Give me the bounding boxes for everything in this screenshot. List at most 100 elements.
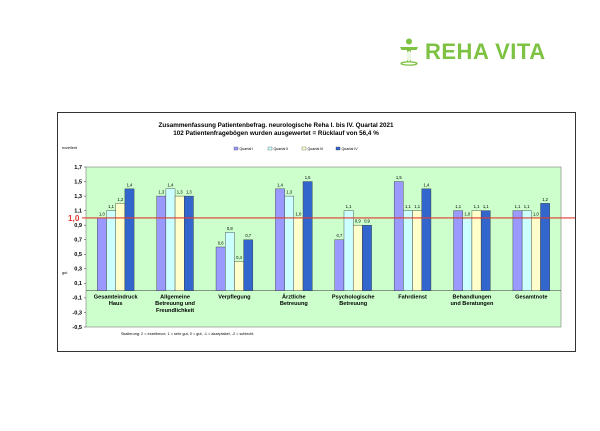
bar: [540, 203, 550, 291]
legend-swatch: [233, 146, 239, 151]
bar: [234, 261, 244, 291]
bar: [471, 210, 482, 291]
category-label: Gesamteindruck: [94, 295, 139, 301]
bar-value-label: 1,1: [405, 204, 411, 209]
bar: [225, 232, 235, 291]
bar-value-label: 1,5: [396, 175, 402, 180]
category-label: Betreuung: [280, 301, 309, 307]
legend-label: Quartal II: [274, 147, 289, 151]
legend-swatch: [301, 146, 307, 151]
bar-value-label: 1,4: [127, 182, 133, 187]
bar-value-label: 0,7: [245, 233, 251, 238]
category-label: Gesamtnote: [515, 295, 547, 301]
y-tick-label: 1,7: [74, 165, 82, 171]
y-tick-label: 0,9: [74, 223, 82, 229]
category-label: Behandlungen: [453, 295, 492, 301]
bar: [293, 217, 304, 291]
legend-swatch: [267, 146, 273, 151]
category-label: Fahrdienst: [398, 295, 427, 301]
scale-note: Skalierung: 2 = exzellence, 1 = sehr gut…: [121, 332, 254, 336]
y-tick-label: 0,7: [74, 238, 82, 244]
bar-value-label: 1,0: [533, 211, 539, 216]
bar: [284, 195, 295, 291]
plot-area: 1,7 1,5 1,3 1,1 0,9 0,7 0,5 0,3 0,1 -0,1 -0,3 -0,5 1…: [68, 165, 575, 331]
bar-value-label: 1,1: [474, 204, 480, 209]
y-tick-label: -0,5: [72, 325, 82, 331]
bar-value-label: 0,6: [218, 241, 224, 246]
bar: [124, 188, 135, 291]
bar: [115, 203, 126, 291]
bar-value-label: 0,4: [236, 255, 242, 260]
bottom-left-label: gut: [62, 271, 68, 275]
category-label: Ärztliche: [282, 294, 306, 301]
bar: [184, 195, 194, 291]
brand-logo: REHA VITA: [398, 38, 558, 68]
y-tick-label: 0,3: [74, 267, 82, 273]
y-tick-label: 0,5: [74, 252, 82, 258]
legend-swatch: [335, 146, 341, 151]
bar: [174, 195, 185, 291]
bar-value-label: 1,3: [286, 190, 292, 195]
bar-value-label: 1,3: [186, 190, 192, 195]
bar: [462, 217, 473, 291]
bar: [302, 181, 313, 291]
reference-line-label: 1,0: [68, 214, 80, 223]
bar-value-label: 1,0: [295, 211, 301, 216]
bar: [362, 224, 372, 291]
bar-value-label: 1,1: [346, 204, 352, 209]
bar-value-label: 1,4: [168, 182, 174, 187]
bar: [393, 181, 404, 291]
bar-value-label: 0,7: [336, 233, 342, 238]
bar: [275, 188, 285, 291]
category-label: Allgemeine: [160, 295, 190, 301]
bar-value-label: 1,3: [158, 190, 164, 195]
category-label: Betreuung und: [155, 301, 195, 307]
chart-frame: Zusammenfassung Patientenbefrag. neurolo…: [57, 112, 576, 352]
bar-value-label: 0,9: [355, 219, 361, 224]
bar-value-label: 0,9: [364, 219, 370, 224]
category-label: Betreuung: [339, 301, 368, 307]
y-tick-label: -0,1: [72, 296, 82, 302]
bar: [403, 210, 413, 291]
bar-value-label: 1,3: [177, 190, 183, 195]
bar-chart: Zusammenfassung Patientenbefrag. neurolo…: [62, 122, 575, 336]
bar: [521, 210, 532, 291]
legend: Quartal I Quartal II Quartal III Quartal IV: [233, 146, 359, 151]
person-leaf-icon: [400, 38, 418, 66]
bar-value-label: 1,4: [423, 182, 429, 187]
y-tick-label: 0,1: [74, 281, 82, 287]
bar: [165, 188, 176, 291]
bar-value-label: 1,1: [414, 204, 420, 209]
bar-value-label: 1,2: [542, 197, 548, 202]
bar: [215, 246, 226, 291]
category-label: Psychologische: [332, 295, 375, 301]
bar-value-label: 1,1: [108, 204, 114, 209]
y-tick-label: 1,1: [74, 208, 82, 214]
bar-value-label: 1,2: [117, 197, 123, 202]
bar-value-label: 1,4: [277, 182, 283, 187]
bar-value-label: 1,0: [99, 211, 105, 216]
bar-value-label: 1,5: [305, 175, 311, 180]
bar: [421, 188, 432, 291]
bar: [334, 239, 345, 291]
bar: [453, 210, 463, 291]
bar-value-label: 1,1: [524, 204, 530, 209]
bar: [156, 195, 167, 291]
bar: [352, 224, 363, 291]
brand-name: REHA VITA: [425, 39, 546, 64]
legend-label: Quartal IV: [342, 147, 359, 151]
bar-value-label: 1,1: [455, 204, 461, 209]
y-tick-label: 1,5: [74, 179, 82, 185]
chart-subtitle: 102 Patientenfragebögen wurden ausgewert…: [173, 130, 379, 137]
top-left-label: exzellent: [62, 146, 78, 150]
category-label: Verpflegung: [218, 295, 251, 301]
bar: [97, 217, 107, 291]
legend-label: Quartal I: [240, 147, 254, 151]
category-label: und Beratungen: [450, 301, 493, 307]
bar: [512, 210, 523, 291]
category-label: Freundlichkeit: [156, 308, 194, 314]
bar: [480, 210, 491, 291]
bar-value-label: 1,1: [483, 204, 489, 209]
chart-title: Zusammenfassung Patientenbefrag. neurolo…: [159, 122, 394, 129]
bar-value-label: 1,0: [464, 211, 470, 216]
